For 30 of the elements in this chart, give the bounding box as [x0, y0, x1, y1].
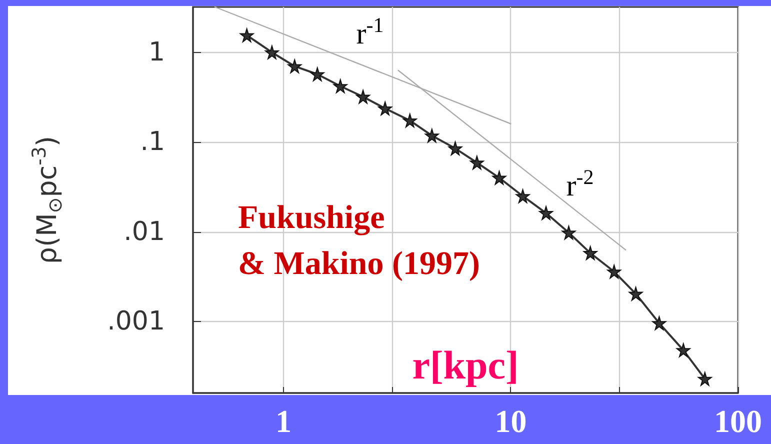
y-axis-title: ρ(M⊙pc-3) — [28, 136, 66, 264]
point — [676, 343, 690, 358]
point — [698, 372, 712, 386]
x-tick-label: 100 — [714, 403, 762, 439]
point — [539, 206, 554, 220]
point — [264, 45, 279, 60]
point — [628, 286, 643, 301]
point — [652, 316, 666, 330]
point — [492, 170, 506, 185]
point — [583, 246, 598, 260]
annotation: Fukushige & Makino (1997) — [238, 200, 480, 282]
point — [470, 156, 484, 170]
y-tick-label: 1 — [148, 37, 165, 68]
x-tick-label: 1 — [275, 403, 292, 439]
y-tick-label: .1 — [140, 127, 165, 158]
y-tick-label: .001 — [107, 306, 165, 337]
point — [424, 128, 439, 143]
point — [516, 189, 530, 204]
point — [356, 90, 370, 104]
x-tick-label: 10 — [494, 403, 527, 439]
point — [448, 141, 462, 156]
x-axis-title: r[kpc] — [412, 342, 519, 388]
point — [288, 59, 302, 74]
point — [607, 264, 622, 279]
y-tick-label: .01 — [124, 216, 165, 247]
point — [378, 101, 392, 116]
point — [310, 67, 324, 82]
point — [562, 226, 576, 240]
point — [333, 79, 348, 94]
point — [402, 113, 417, 128]
